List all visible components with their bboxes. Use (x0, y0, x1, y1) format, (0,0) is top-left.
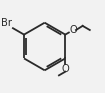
Text: Br: Br (1, 18, 12, 28)
Text: O: O (61, 64, 69, 74)
Text: O: O (69, 25, 77, 35)
